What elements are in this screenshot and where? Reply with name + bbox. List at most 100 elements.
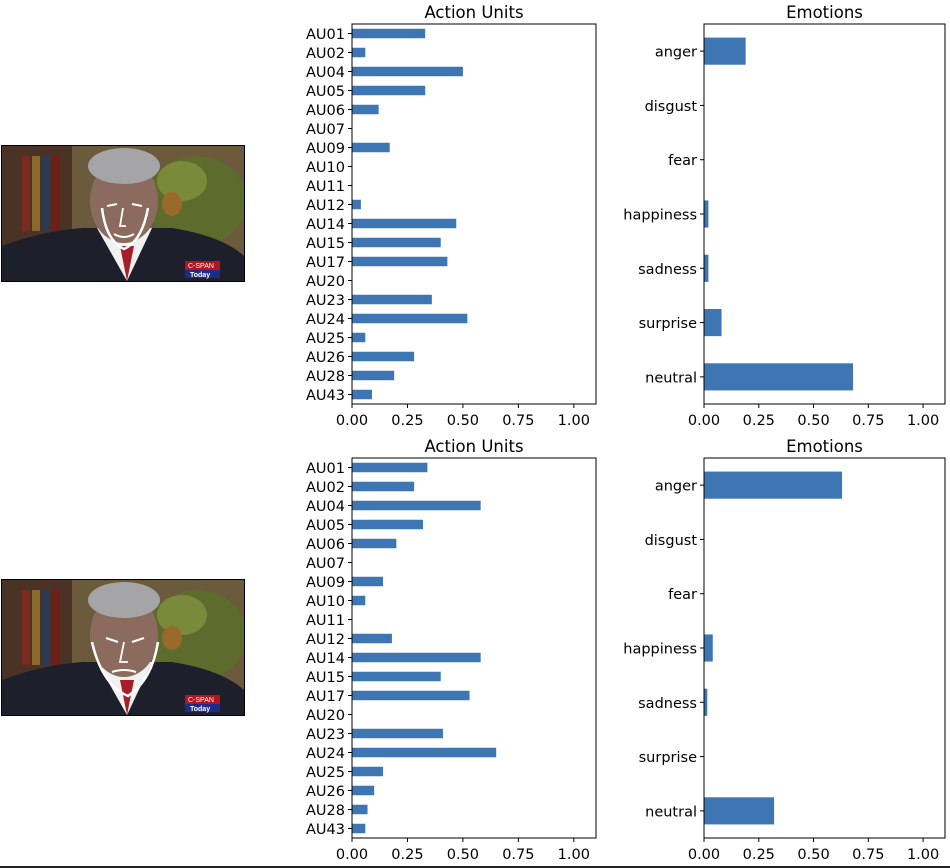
x-tick-label: 0.50 bbox=[447, 413, 479, 429]
bar-au24 bbox=[352, 747, 497, 758]
y-tick-label: AU10 bbox=[306, 160, 345, 176]
overlay-logo-text: C-SPAN bbox=[188, 697, 214, 704]
plot-frame bbox=[351, 457, 597, 839]
bar-sadness bbox=[704, 688, 708, 716]
x-tick-label: 0.25 bbox=[391, 847, 423, 863]
x-tick-label: 0.75 bbox=[502, 847, 534, 863]
bar-au02 bbox=[352, 47, 366, 58]
x-tick-label: 1.00 bbox=[907, 847, 939, 863]
y-tick-label: AU09 bbox=[306, 575, 345, 591]
bar-au17 bbox=[352, 690, 470, 701]
bar-anger bbox=[704, 471, 843, 499]
x-tick-label: 1.00 bbox=[558, 847, 590, 863]
x-tick-label: 0.75 bbox=[852, 413, 884, 429]
y-tick-label: AU09 bbox=[306, 141, 345, 157]
bar-neutral bbox=[704, 797, 775, 825]
plot-frame bbox=[703, 23, 946, 405]
bar-au15 bbox=[352, 237, 441, 248]
bar-surprise bbox=[704, 309, 722, 337]
chart-title: Action Units bbox=[424, 437, 523, 456]
y-tick-label: AU20 bbox=[306, 708, 345, 724]
y-tick-label: surprise bbox=[639, 750, 697, 766]
y-tick-label: AU07 bbox=[306, 556, 345, 572]
x-tick-label: 0.50 bbox=[447, 847, 479, 863]
y-tick-label: AU23 bbox=[306, 727, 345, 743]
y-tick-label: AU20 bbox=[306, 274, 345, 290]
bar-happiness bbox=[704, 634, 713, 662]
y-tick-label: AU15 bbox=[306, 236, 345, 252]
y-tick-label: anger bbox=[655, 45, 697, 61]
y-tick-label: AU07 bbox=[306, 122, 345, 138]
y-tick-label: AU04 bbox=[306, 499, 345, 515]
x-tick-label: 1.00 bbox=[558, 413, 590, 429]
bar-au14 bbox=[352, 218, 457, 229]
bar-au43 bbox=[352, 823, 366, 834]
bar-au26 bbox=[352, 351, 415, 362]
bar-au10 bbox=[352, 595, 366, 606]
video-frame-1: C-SPAN Today bbox=[1, 145, 245, 282]
y-tick-label: AU02 bbox=[306, 46, 345, 62]
x-tick-label: 0.25 bbox=[743, 413, 775, 429]
plot-frame bbox=[351, 23, 597, 405]
overlay-logo-subtext: Today bbox=[190, 706, 210, 713]
x-tick-label: 0.00 bbox=[336, 847, 368, 863]
x-tick-label: 0.50 bbox=[797, 847, 829, 863]
plot-frame bbox=[703, 457, 946, 839]
y-tick-label: surprise bbox=[639, 316, 697, 332]
chart-title: Emotions bbox=[786, 437, 863, 456]
bottom-divider bbox=[0, 866, 950, 868]
bar-au17 bbox=[352, 256, 448, 267]
y-tick-label: AU25 bbox=[306, 765, 345, 781]
x-tick-label: 0.00 bbox=[336, 413, 368, 429]
bar-au24 bbox=[352, 313, 468, 324]
y-tick-label: AU11 bbox=[306, 179, 345, 195]
video-frame-image: C-SPAN Today bbox=[2, 146, 244, 281]
x-tick-label: 0.50 bbox=[797, 413, 829, 429]
overlay-logo-subtext: Today bbox=[190, 272, 210, 279]
y-tick-label: sadness bbox=[638, 696, 697, 712]
x-tick-label: 0.25 bbox=[743, 847, 775, 863]
bar-au43 bbox=[352, 389, 372, 400]
y-tick-label: fear bbox=[668, 587, 697, 603]
y-tick-label: happiness bbox=[623, 642, 697, 658]
bar-sadness bbox=[704, 254, 709, 282]
y-tick-label: disgust bbox=[645, 533, 698, 549]
bar-anger bbox=[704, 37, 746, 65]
y-tick-label: AU02 bbox=[306, 480, 345, 496]
bar-au05 bbox=[352, 85, 426, 96]
y-tick-label: AU01 bbox=[306, 27, 345, 43]
y-tick-label: AU26 bbox=[306, 350, 345, 366]
chart-title: Action Units bbox=[424, 3, 523, 22]
y-tick-label: AU17 bbox=[306, 689, 345, 705]
y-tick-label: sadness bbox=[638, 262, 697, 278]
bar-au28 bbox=[352, 804, 368, 815]
y-tick-label: neutral bbox=[645, 370, 697, 386]
bar-au04 bbox=[352, 66, 463, 77]
y-tick-label: AU05 bbox=[306, 518, 345, 534]
x-tick-label: 0.00 bbox=[688, 413, 720, 429]
bar-au05 bbox=[352, 519, 423, 530]
y-tick-label: AU11 bbox=[306, 613, 345, 629]
bar-au25 bbox=[352, 332, 366, 343]
bar-au09 bbox=[352, 142, 390, 153]
x-tick-label: 0.25 bbox=[391, 413, 423, 429]
y-tick-label: AU24 bbox=[306, 746, 345, 762]
bar-au09 bbox=[352, 576, 384, 587]
y-tick-label: AU43 bbox=[306, 822, 345, 838]
bar-au04 bbox=[352, 500, 481, 511]
bar-au12 bbox=[352, 633, 392, 644]
y-tick-label: AU17 bbox=[306, 255, 345, 271]
y-tick-label: AU12 bbox=[306, 632, 345, 648]
y-tick-label: AU15 bbox=[306, 670, 345, 686]
y-tick-label: happiness bbox=[623, 208, 697, 224]
y-tick-label: AU05 bbox=[306, 84, 345, 100]
overlay-logo-text: C-SPAN bbox=[188, 263, 214, 270]
y-tick-label: AU10 bbox=[306, 594, 345, 610]
bar-au15 bbox=[352, 671, 441, 682]
y-tick-label: AU06 bbox=[306, 103, 345, 119]
y-tick-label: AU04 bbox=[306, 65, 345, 81]
y-tick-label: AU28 bbox=[306, 803, 345, 819]
chart-title: Emotions bbox=[786, 3, 863, 22]
y-tick-label: AU26 bbox=[306, 784, 345, 800]
